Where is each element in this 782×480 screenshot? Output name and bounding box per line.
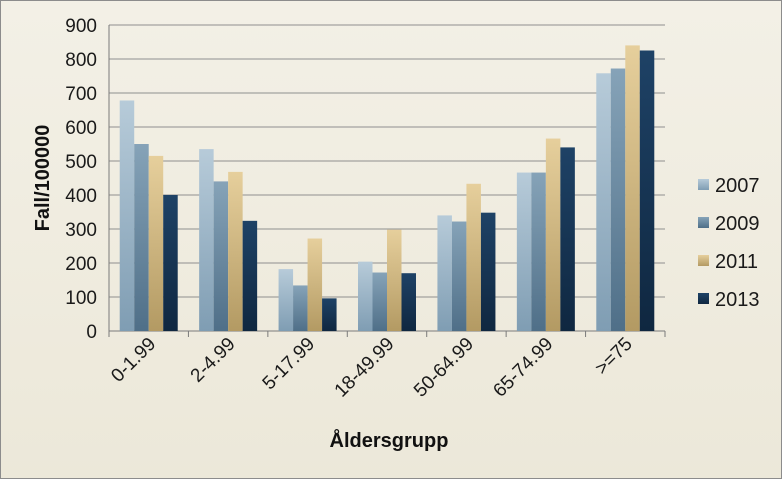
bar-2007-6	[596, 73, 611, 331]
y-axis-title: Fall/100000	[32, 125, 54, 232]
bar-2013-4	[480, 212, 496, 331]
y-tick-label: 800	[65, 50, 97, 71]
bar-2011-1	[228, 171, 243, 331]
bar-2007-0	[119, 100, 135, 331]
bar-2007-4	[437, 215, 452, 331]
x-axis-title: Åldersgrupp	[330, 428, 449, 452]
bar-2009-0	[134, 144, 149, 331]
bar-2009-6	[610, 68, 626, 332]
x-tick-label: 18-49.99	[331, 334, 399, 402]
y-tick-label: 0	[86, 322, 97, 343]
legend-label-2011: 2011	[715, 251, 758, 273]
y-tick-label: 500	[65, 152, 97, 173]
bar-2011-6	[625, 45, 640, 332]
y-tick-labels: 0 100 200 300 400 500 600 700 800 900	[65, 16, 97, 343]
bar-2009-4	[451, 221, 467, 331]
bar-2009-1	[213, 181, 229, 331]
bar-2007-5	[516, 172, 532, 331]
bar-2009-3	[372, 272, 387, 331]
bar-2009-2	[293, 285, 308, 331]
legend-label-2013: 2013	[715, 289, 760, 311]
bar-2011-3	[387, 229, 402, 331]
x-tick-label: >=75	[591, 334, 636, 379]
x-tick-label: 0-1.99	[107, 334, 160, 387]
legend-swatch-2011	[698, 255, 709, 266]
bar-2007-3	[358, 261, 373, 331]
bar-2013-6	[639, 50, 655, 331]
y-tick-label: 200	[65, 254, 97, 275]
legend-swatch-2013	[698, 293, 709, 304]
y-tick-label: 300	[65, 220, 97, 241]
bar-2011-5	[545, 138, 561, 331]
x-tick-label: 5-17.99	[259, 334, 319, 394]
legend: 2007 2009 2011 2013	[698, 175, 760, 311]
y-tick-label: 100	[65, 288, 97, 309]
y-tick-label: 600	[65, 118, 97, 139]
x-tick-label: 50-64.99	[410, 334, 478, 402]
y-tick-label: 400	[65, 186, 97, 207]
bar-2007-1	[199, 149, 214, 331]
bars	[119, 45, 655, 332]
bar-2011-2	[307, 238, 323, 331]
x-tick-label: 65-74.99	[489, 334, 557, 402]
y-tick-label: 900	[65, 16, 97, 37]
y-tick-label: 700	[65, 84, 97, 105]
x-tick-label: 2-4.99	[187, 334, 240, 387]
bar-2009-5	[531, 172, 546, 331]
bar-2013-2	[322, 298, 337, 331]
bar-2011-0	[148, 155, 164, 331]
legend-label-2009: 2009	[715, 213, 760, 235]
legend-swatch-2007	[698, 179, 709, 190]
bar-2013-1	[242, 220, 258, 331]
legend-swatch-2009	[698, 217, 709, 228]
legend-label-2007: 2007	[715, 175, 760, 197]
bar-2013-3	[401, 273, 416, 331]
bar-2013-5	[560, 147, 575, 331]
bar-2011-4	[466, 183, 481, 331]
bar-2013-0	[163, 195, 178, 331]
bar-2007-2	[278, 269, 294, 331]
x-tick-labels: 0-1.99 2-4.99 5-17.99 18-49.99 50-64.99 65-74…	[107, 334, 637, 402]
